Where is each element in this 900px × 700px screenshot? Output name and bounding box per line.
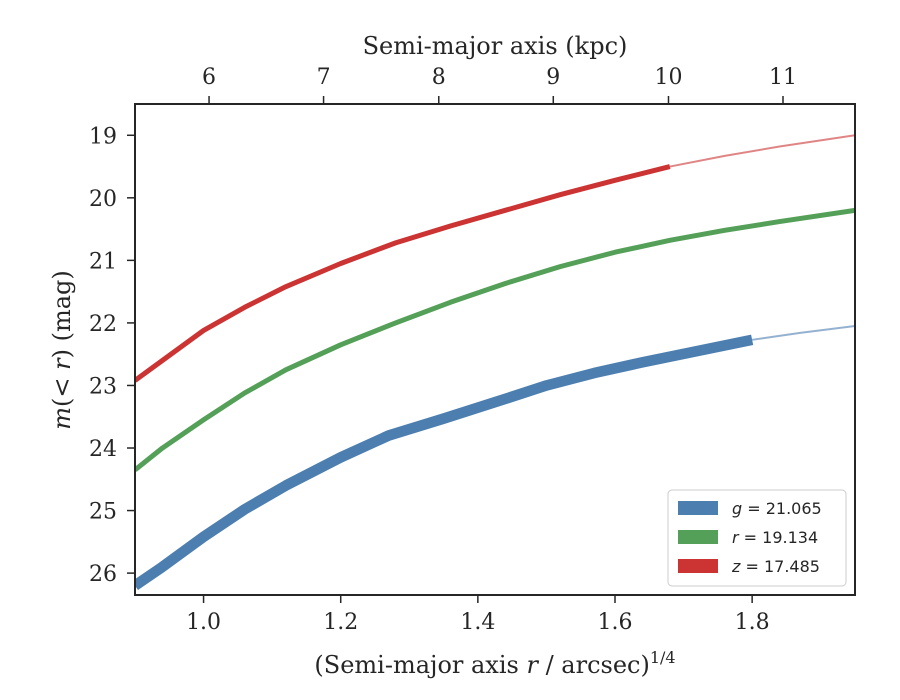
- x-tick-label: 1.0: [186, 610, 221, 635]
- plot-frame: [134, 103, 856, 596]
- y-tick-label: 26: [89, 562, 117, 587]
- top-x-tick-label: 9: [546, 65, 560, 90]
- legend-swatch-r: [678, 530, 718, 544]
- x-axis-label-post: / arcsec): [538, 651, 650, 679]
- legend-entry-z: z = 17.485: [731, 557, 820, 576]
- legend-entry-g: g = 21.065: [732, 499, 822, 518]
- series-z-extrapolation: [669, 134, 855, 168]
- top-x-tick-label: 10: [654, 65, 682, 90]
- plot-area: [134, 103, 856, 596]
- x-axis-label: (Semi-major axis r / arcsec)1/4: [314, 648, 675, 679]
- series-g-line: [135, 334, 754, 591]
- y-tick-label: 19: [89, 124, 117, 149]
- x-axis-label-exp: 1/4: [650, 648, 676, 667]
- y-tick-label: 25: [89, 500, 117, 525]
- y-tick-label: 24: [89, 437, 117, 462]
- x-tick-label: 1.6: [598, 610, 633, 635]
- x-axis-label-pre: (Semi-major axis: [314, 651, 526, 679]
- legend-swatch-g: [678, 501, 718, 515]
- y-tick-label: 21: [89, 249, 117, 274]
- y-tick-label: 22: [89, 312, 117, 337]
- x-tick-label: 1.8: [735, 610, 770, 635]
- series-g-extrapolation: [751, 325, 855, 341]
- series-group: [135, 134, 855, 591]
- top-x-tick-label: 6: [202, 65, 216, 90]
- ticks: 1.0 1.2 1.4 1.6 1.8 19 20 21 22 23 24 25 26 6 7 8 9 10 11: [89, 65, 797, 635]
- y-tick-label: 23: [89, 374, 117, 399]
- legend-swatch-z: [678, 559, 718, 573]
- series-z-line: [135, 164, 671, 383]
- y-axis-label-r: r: [48, 357, 76, 370]
- y-axis-label: m(< r) (mag): [48, 270, 76, 430]
- x-axis-label-var: r: [526, 651, 539, 679]
- top-x-tick-label: 7: [317, 65, 331, 90]
- legend: g = 21.065 r = 19.134 z = 17.485: [667, 489, 847, 587]
- y-axis-label-post: ) (mag): [48, 270, 76, 358]
- top-x-axis-label: Semi-major axis (kpc): [363, 32, 628, 60]
- legend-entry-r: r = 19.134: [732, 528, 818, 547]
- series-r-line: [135, 207, 855, 472]
- y-tick-label: 20: [89, 187, 117, 212]
- x-tick-label: 1.2: [323, 610, 358, 635]
- y-axis-label-paren: (<: [48, 370, 76, 407]
- top-x-tick-label: 8: [432, 65, 446, 90]
- y-axis-label-var: m: [48, 407, 76, 430]
- top-x-tick-label: 11: [769, 65, 797, 90]
- x-tick-label: 1.4: [460, 610, 495, 635]
